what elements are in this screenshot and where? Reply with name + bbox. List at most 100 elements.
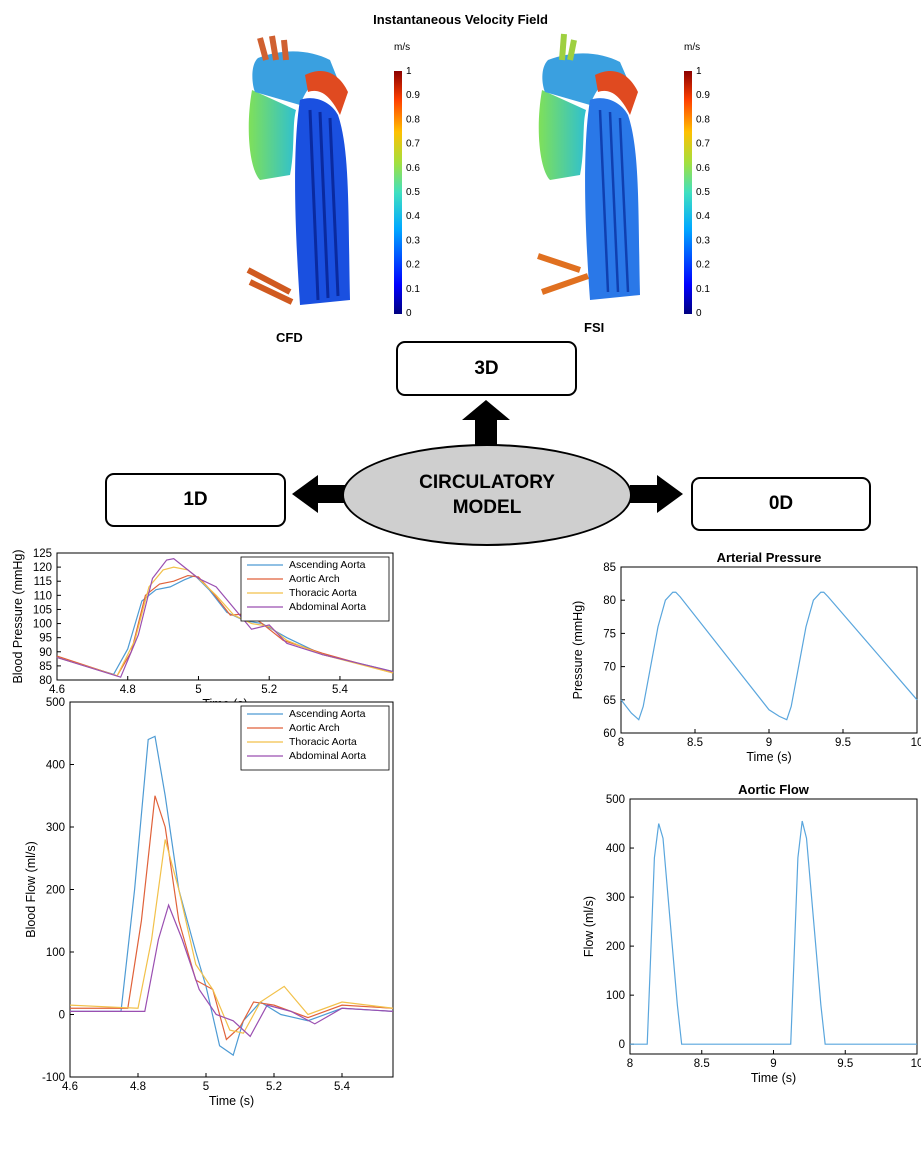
legend-entry: Ascending Aorta [289,708,366,720]
legend-entry: Aortic Arch [289,722,340,734]
arrow-right-0d [630,475,683,513]
cfd-colorbar-tick: 0.2 [406,260,420,271]
blood-flow-chart: 4.6 4.8 5 5.2 5.4 -100 0 100 200 300 400 500 Time (s… [24,697,394,1108]
legend-entry: Abdominal Aorta [289,601,366,613]
plot-frame [629,798,918,1055]
x-tick-label: 10 [911,737,921,749]
plot-frame [620,566,918,734]
x-axis-label: Time (s) [751,1071,796,1085]
x-tick-label: 4.6 [49,684,65,696]
arterial-pressure-chart: 8 8.5 9 9.5 10 60 65 70 75 80 85 Time (s) Pressure (… [571,550,921,764]
fsi-colorbar-tick: 0.4 [696,211,710,222]
y-tick-label: 400 [606,843,625,855]
y-tick-label: 300 [46,822,65,834]
velocity-field-renders: m/s 1 0.9 0.8 0.7 0.6 0.5 0.4 0.3 0.2 0.1 0 m/s 1 0.9 0… [246,33,710,319]
x-tick-label: 8 [618,737,624,749]
box-0d: 0D [691,477,871,531]
cfd-colorbar-tick: 0 [406,308,412,319]
center-line-2: MODEL [452,497,522,518]
circulatory-model-ellipse: CIRCULATORY MODEL [342,444,632,546]
y-tick-label: 100 [606,990,625,1002]
series-line [70,903,394,1038]
cfd-colorbar-tick: 0.9 [406,90,420,101]
y-tick-label: 95 [39,633,52,645]
y-tick-label: 80 [603,595,616,607]
x-tick-label: 9.5 [835,737,851,749]
arrow-up-3d [462,400,510,445]
plot-title: Arterial Pressure [717,550,822,565]
x-tick-label: 5 [203,1081,209,1093]
fsi-colorbar-tick: 0.7 [696,139,710,150]
fsi-vessel-render [537,33,640,300]
cfd-colorbar-tick: 0.6 [406,163,420,174]
y-tick-label: -100 [42,1072,65,1084]
y-tick-label: 200 [46,885,65,897]
page-title: Instantaneous Velocity Field [373,12,548,27]
y-tick-label: 70 [603,662,616,674]
blood-pressure-chart: 4.6 4.8 5 5.2 5.4 80 85 90 95 100 105 110 115 120 125 T… [11,548,394,711]
fsi-colorbar-tick: 0 [696,308,702,319]
y-tick-label: 125 [33,548,52,560]
x-tick-label: 5.2 [261,684,277,696]
x-tick-label: 5 [195,684,201,696]
series-line [630,820,917,1045]
fsi-colorbar-tick: 0.6 [696,163,710,174]
y-tick-label: 200 [606,941,625,953]
legend-entry: Abdominal Aorta [289,750,366,762]
fsi-colorbar-tick: 0.5 [696,187,710,198]
series-line [56,558,394,678]
cfd-colorbar-unit: m/s [394,42,410,53]
series-line [620,591,918,721]
y-axis-label: Flow (ml/s) [582,896,596,957]
y-tick-label: 500 [606,794,625,806]
fsi-colorbar [684,71,692,314]
x-tick-label: 10 [911,1058,921,1070]
fsi-label: FSI [584,320,605,335]
fsi-colorbar-unit: m/s [684,42,700,53]
x-tick-label: 5.4 [334,1081,351,1093]
cfd-colorbar-tick: 0.7 [406,139,420,150]
x-tick-label: 8.5 [694,1058,710,1070]
diagram-arrows [292,400,683,513]
x-tick-label: 8.5 [687,737,703,749]
cfd-colorbar-tick: 0.1 [406,284,420,295]
x-axis-label: Time (s) [209,1094,254,1108]
x-tick-label: 4.6 [62,1081,78,1093]
cfd-label: CFD [276,330,303,345]
y-tick-label: 300 [606,892,625,904]
cfd-colorbar-tick: 0.3 [406,235,420,246]
y-tick-label: 120 [33,562,52,574]
fsi-colorbar-tick: 0.2 [696,260,710,271]
x-tick-label: 5.2 [266,1081,282,1093]
box-3d: 3D [396,341,577,396]
series-line [69,839,394,1034]
y-tick-label: 110 [34,590,52,602]
fsi-colorbar-tick: 1 [696,66,702,77]
y-axis-label: Blood Flow (ml/s) [24,841,38,938]
fsi-colorbar-tick: 0.8 [696,114,710,125]
x-tick-label: 5.4 [332,684,349,696]
y-tick-label: 0 [59,1010,65,1022]
x-tick-label: 4.8 [120,684,136,696]
x-tick-label: 8 [627,1058,633,1070]
y-tick-label: 105 [33,604,52,616]
cfd-colorbar [394,71,402,314]
cfd-colorbar-tick: 0.8 [406,114,420,125]
y-tick-label: 100 [46,947,65,959]
x-tick-label: 9 [766,737,772,749]
y-tick-label: 85 [39,661,52,673]
series-line [56,574,394,677]
y-tick-label: 85 [603,562,616,574]
fsi-colorbar-tick: 0.3 [696,235,710,246]
cfd-vessel-render [246,35,350,305]
legend-entry: Thoracic Aorta [289,736,357,748]
fsi-colorbar-tick: 0.9 [696,90,710,101]
cfd-colorbar-tick: 1 [406,66,412,77]
y-tick-label: 75 [603,628,616,640]
y-axis-label: Blood Pressure (mmHg) [11,549,25,683]
y-axis-label: Pressure (mmHg) [571,601,585,700]
plot-title: Aortic Flow [738,782,810,797]
x-axis-label: Time (s) [746,750,791,764]
x-tick-label: 4.8 [130,1081,146,1093]
